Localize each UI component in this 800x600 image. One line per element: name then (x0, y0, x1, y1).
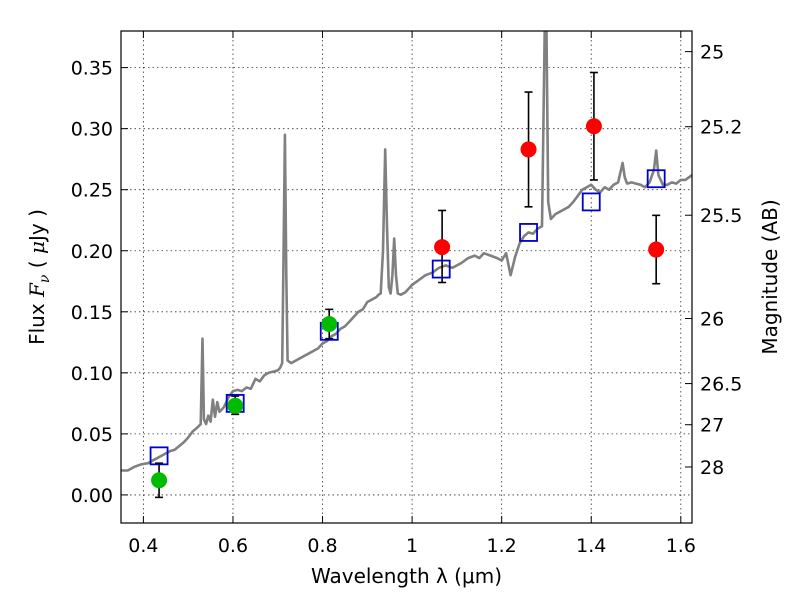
model-square-marker (646, 169, 666, 189)
model-square-marker (149, 446, 169, 466)
x-tick-label: 0.8 (307, 535, 337, 557)
y-tick-label: 0.15 (71, 302, 113, 324)
y-axis-label-symbol: F (25, 282, 49, 298)
red-circle-marker (585, 118, 602, 135)
y2-tick-label: 28 (700, 457, 724, 479)
x-tick-label: 1.6 (666, 535, 696, 557)
y-tick-label: 0.10 (71, 363, 113, 385)
y-axis-label: Flux Fν ( μJy ) (25, 209, 53, 345)
y-tick-label: 0.00 (71, 485, 113, 507)
y-axis-label-mid: ( (25, 254, 49, 275)
x-tick-label: 0.6 (218, 535, 248, 557)
y-tick-label: 0.35 (71, 58, 113, 80)
y2-tick-label: 25.5 (700, 205, 742, 227)
y2-tick-label: 26.5 (700, 374, 742, 396)
y-axis-label-prefix: Flux (25, 297, 49, 345)
y-axis-label-suffix: Jy ) (25, 209, 49, 243)
y2-tick-label: 25 (700, 42, 724, 64)
x-axis-label: Wavelength λ (μm) (311, 564, 502, 588)
model-square-marker (519, 223, 538, 242)
x-tick-label: 1.2 (487, 535, 517, 557)
y-tick-label: 0.30 (71, 119, 113, 141)
red-circle-marker (648, 241, 665, 258)
photometry-markers (149, 118, 666, 489)
y-axis-label-subscript: ν (37, 274, 53, 283)
x-tick-label: 0.4 (128, 535, 158, 557)
y2-axis-label: Magnitude (AB) (758, 199, 782, 354)
y2-tick-label: 25.2 (700, 117, 742, 139)
green-circle-marker (151, 472, 168, 489)
y2-tick-label: 26 (700, 309, 724, 331)
green-circle-marker (227, 397, 244, 414)
x-tick-label: 1.4 (576, 535, 606, 557)
red-circle-marker (520, 141, 537, 158)
green-circle-marker (321, 316, 338, 333)
y-axis-label-mu: μ (25, 241, 49, 254)
plot-frame (120, 30, 693, 524)
y-tick-label: 0.25 (71, 180, 113, 202)
y-tick-label: 0.05 (71, 424, 113, 446)
grid (121, 31, 692, 523)
model-square-marker (431, 259, 451, 279)
red-circle-marker (434, 239, 451, 256)
spectrum-series (121, 31, 692, 472)
x-tick-label: 1 (406, 535, 418, 557)
model-square-marker (581, 192, 601, 212)
y-tick-label: 0.20 (71, 241, 113, 263)
y2-tick-label: 27 (700, 415, 724, 437)
spectrum-line (121, 31, 692, 472)
error-bars (155, 71, 661, 499)
axis-ticks: 0.4 0.6 0.8 1 1.2 1.4 1.6 0.00 0.05 0.10 0.15 0.20 0… (71, 31, 742, 557)
